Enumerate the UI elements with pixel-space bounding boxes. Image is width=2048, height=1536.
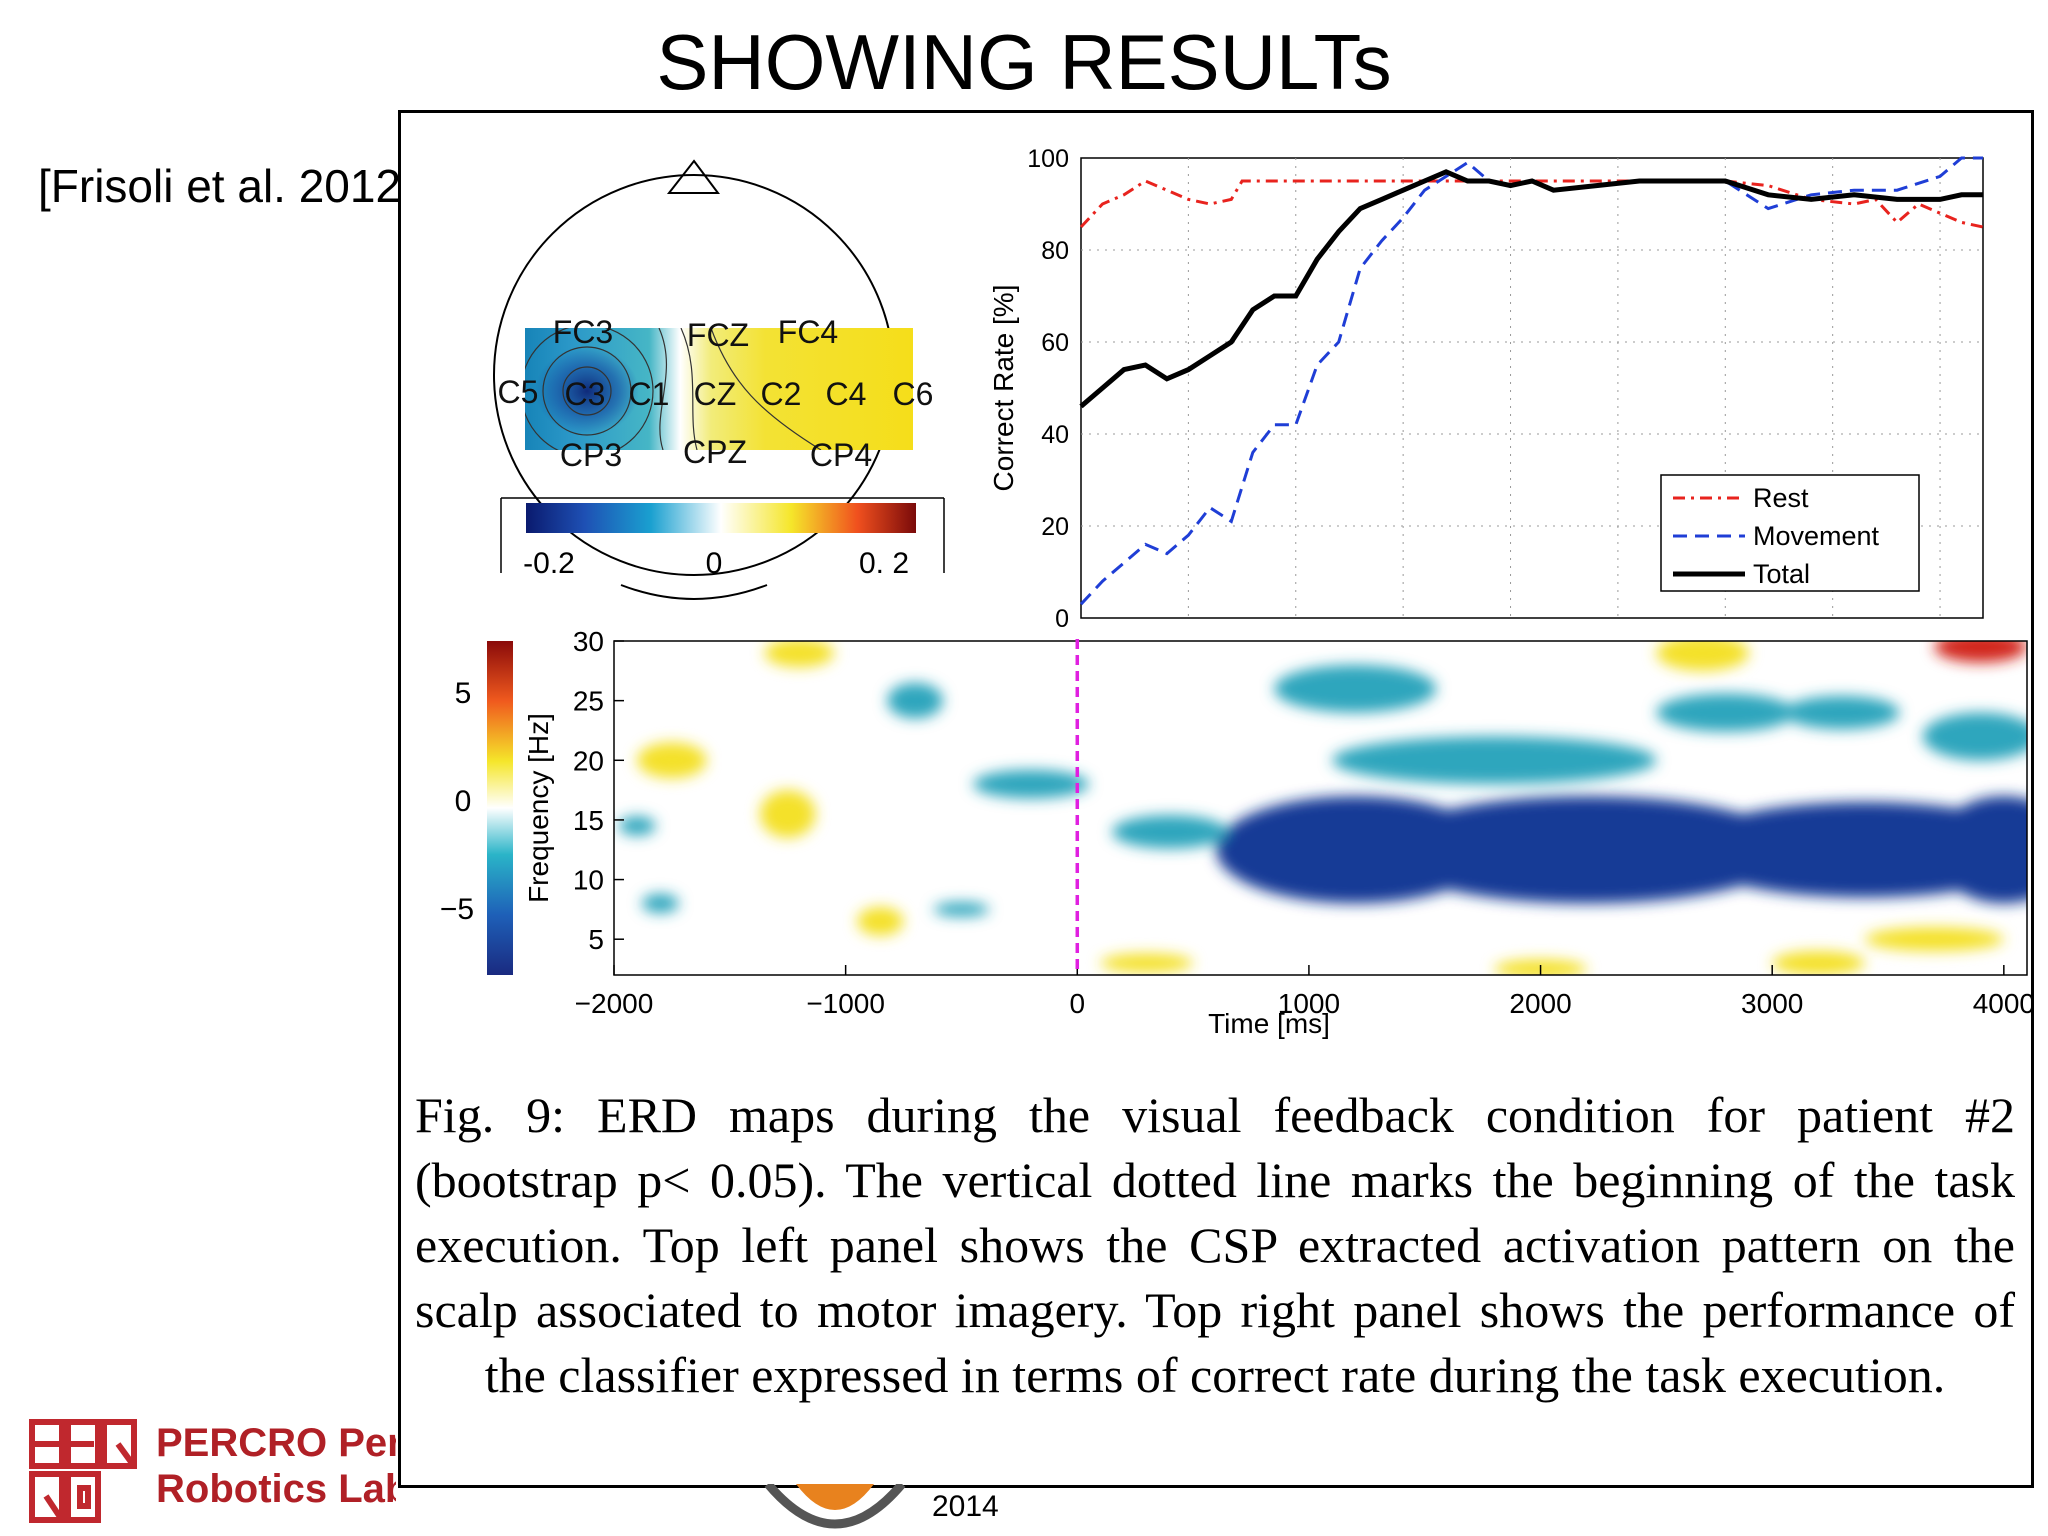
heatmap-xtick: 1000 [1278, 988, 1340, 1019]
line-chart-ytick: 40 [1041, 421, 1069, 449]
legend-label-movement: Movement [1753, 521, 1880, 551]
heatmap-cell [1922, 712, 2027, 761]
electrode-label-c2: C2 [761, 376, 802, 412]
line-chart-legend: Rest Movement Total [1660, 474, 1920, 592]
heatmap-colorbar-tick-pos: 5 [455, 677, 472, 710]
heatmap-xtick: −1000 [806, 988, 885, 1019]
heatmap-xtick: 0 [1069, 988, 1085, 1019]
heatmap-cell [1934, 796, 2027, 904]
heatmap-cell [759, 790, 816, 838]
electrode-label-fc3: FC3 [553, 314, 613, 350]
line-chart-ytick: 100 [1027, 145, 1069, 173]
footer-lab-name: PERCRO Per Robotics Laboratory [156, 1420, 396, 1512]
heatmap-colorbar [487, 641, 513, 975]
citation: [Frisoli et al. 2012] [38, 160, 414, 212]
scalp-colorbar-tick-min: -0.2 [523, 547, 575, 580]
line-chart-axes [1080, 157, 1984, 619]
heatmap-cell [641, 893, 679, 913]
heatmap-ytick: 20 [573, 745, 604, 776]
legend-label-total: Total [1753, 559, 1810, 589]
scalp-colorbar-tick-max: 0. 2 [859, 547, 909, 580]
heatmap-cell [1332, 736, 1657, 785]
correct-rate-chart: 100 80 60 40 20 0 Correct Rate [%] Rest Moveme… [988, 145, 1984, 633]
heatmap-cell [1656, 693, 1796, 732]
heatmap-cell [618, 816, 656, 836]
legend-label-rest: Rest [1753, 483, 1809, 513]
heatmap-ylabel: Frequency [Hz] [523, 713, 554, 903]
electrode-label-c4: C4 [826, 376, 867, 412]
scalp-colorbar [526, 503, 916, 533]
electrode-label-cz: CZ [694, 376, 737, 412]
heatmap-cell [1112, 815, 1228, 849]
line-chart-ylabel: Correct Rate [%] [988, 285, 1019, 492]
heatmap-cell [887, 682, 943, 719]
electrode-label-cp4: CP4 [810, 437, 872, 473]
electrode-label-c6: C6 [893, 376, 934, 412]
heatmap-cell [637, 742, 707, 779]
line-chart-ytick: 20 [1041, 513, 1069, 541]
series-line-rest [1079, 179, 1984, 229]
heatmap-cell [1934, 641, 2027, 663]
heatmap-cell [857, 907, 904, 936]
heatmap-cell [1378, 796, 1796, 904]
figure-caption: Fig. 9: ERD maps during the visual feedb… [415, 1087, 2015, 1403]
heatmap-xlabel: Time [ms] [1208, 1008, 1330, 1039]
electrode-label-c1: C1 [629, 376, 670, 412]
heatmap-cell [1656, 641, 1750, 671]
conference-logo-icon [764, 1484, 906, 1529]
heatmap-ytick: 10 [573, 865, 604, 896]
heatmap-cell [764, 641, 835, 668]
heatmap-ytick: 15 [573, 805, 604, 836]
electrode-label-cp3: CP3 [560, 437, 622, 473]
slide-title: SHOWING RESULTs [656, 18, 1392, 106]
heatmap-xtick: 3000 [1741, 988, 1803, 1019]
series-line-total [1079, 169, 1983, 409]
nose-icon [666, 159, 720, 194]
heatmap-xtick: 4000 [1973, 988, 2031, 1019]
heatmap-xtick: −2000 [575, 988, 654, 1019]
electrode-label-fcz: FCZ [687, 317, 749, 353]
heatmap-axes [613, 640, 2028, 976]
heatmap-cell [1274, 664, 1437, 713]
series-line-movement [1079, 156, 1983, 606]
electrode-label-cpz: CPZ [683, 434, 747, 470]
percro-logo-icon [29, 1419, 137, 1523]
footer-lab-line1: PERCRO Per [156, 1421, 396, 1465]
heatmap-cell [933, 902, 990, 917]
line-chart-ytick: 0 [1055, 605, 1069, 633]
heatmap-cell [1864, 927, 2004, 952]
line-chart-ytick: 60 [1041, 329, 1069, 357]
line-chart-ytick: 80 [1041, 237, 1069, 265]
heatmap-ytick: 5 [588, 924, 604, 955]
electrode-label-c5: C5 [498, 374, 539, 410]
heatmap-cell [1100, 953, 1194, 973]
heatmap-ytick: 30 [573, 626, 604, 657]
scalp-colorbar-tick-mid: 0 [706, 547, 723, 580]
heatmap-ytick: 25 [573, 686, 604, 717]
heatmap-xtick: 2000 [1509, 988, 1571, 1019]
heatmap-cell [1772, 951, 1865, 975]
heatmap-colorbar-tick-zero: 0 [455, 785, 472, 818]
footer-lab-line2: Robotics Laboratory [156, 1467, 396, 1511]
figure: FC3 FCZ FC4 C5 C3 C1 CZ C2 C4 C6 CP3 CPZ CP4 -0.2 0 … [398, 110, 2034, 1488]
footer-year: 2014 [932, 1490, 999, 1523]
heatmap-colorbar-tick-neg: −5 [440, 893, 474, 926]
erd-heatmap: −2000 −1000 0 1000 2000 3000 4000 5 10 15 20 25 30 T… [440, 626, 2031, 1039]
heatmap-cell [1679, 802, 2027, 898]
heatmap-cell [1783, 695, 1900, 730]
electrode-label-fc4: FC4 [778, 314, 838, 350]
heatmap-cell [973, 769, 1089, 799]
electrode-label-c3: C3 [565, 376, 606, 412]
